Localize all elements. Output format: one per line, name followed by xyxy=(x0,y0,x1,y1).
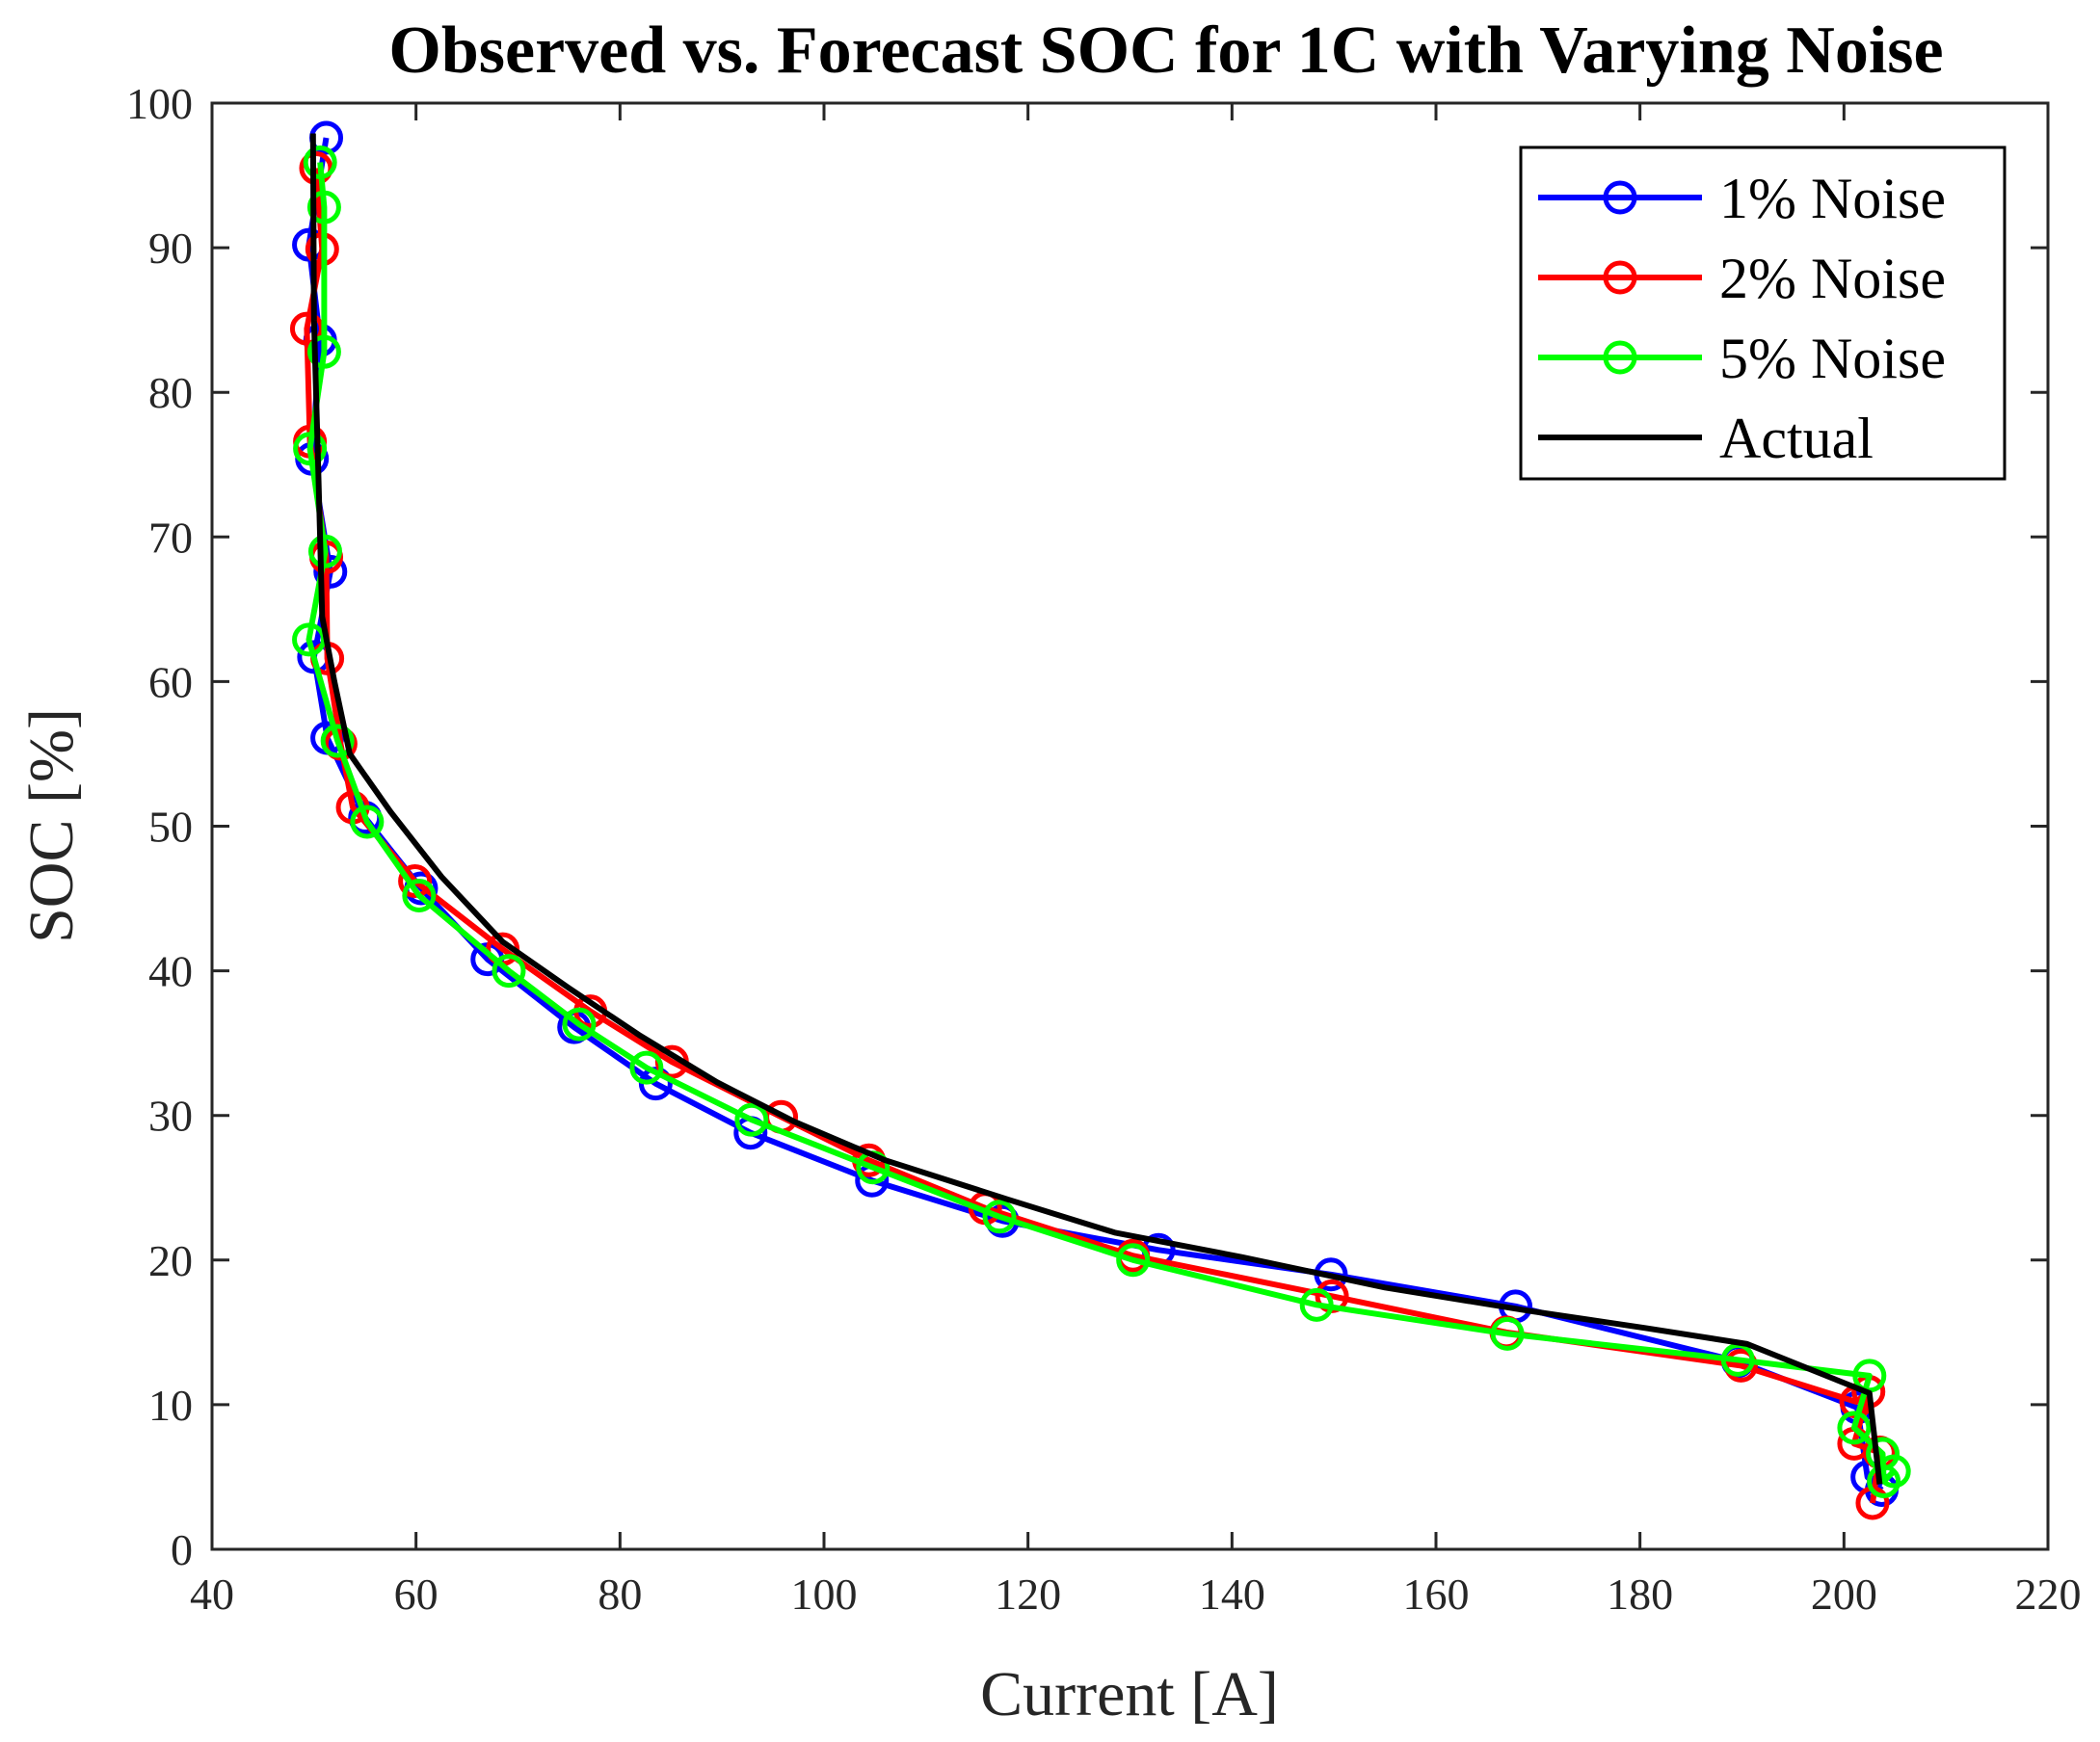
data-point-5pct-noise xyxy=(734,1102,769,1137)
y-tick-label: 90 xyxy=(148,224,193,273)
x-tick-label: 80 xyxy=(598,1570,642,1619)
data-point-5pct-noise xyxy=(492,954,526,989)
data-point-5pct-noise xyxy=(562,1007,597,1042)
x-axis-label: Current [A] xyxy=(980,1659,1279,1729)
x-tick-label: 200 xyxy=(1811,1570,1877,1619)
legend-label-2pct-noise: 2% Noise xyxy=(1719,247,1946,310)
data-point-5pct-noise xyxy=(982,1200,1017,1234)
legend-label-5pct-noise: 5% Noise xyxy=(1719,327,1946,390)
x-tick-label: 40 xyxy=(190,1570,234,1619)
y-tick-label: 20 xyxy=(148,1236,193,1285)
data-point-5pct-noise xyxy=(307,534,342,568)
data-point-2pct-noise xyxy=(323,726,358,761)
x-tick-label: 120 xyxy=(995,1570,1061,1619)
data-point-5pct-noise xyxy=(1490,1316,1525,1351)
data-point-5pct-noise xyxy=(1299,1287,1334,1322)
legend-label-actual: Actual xyxy=(1719,407,1874,470)
axes-box xyxy=(210,101,2050,1551)
x-tick-label: 140 xyxy=(1199,1570,1265,1619)
data-point-5pct-noise xyxy=(1867,1464,1901,1498)
data-point-5pct-noise xyxy=(293,432,328,466)
chart-title: Observed vs. Forecast SOC for 1C with Va… xyxy=(388,13,1943,88)
x-tick-label: 100 xyxy=(791,1570,858,1619)
legend-box xyxy=(1519,145,2007,481)
y-tick-label: 40 xyxy=(148,947,193,996)
y-tick-label: 0 xyxy=(171,1525,193,1574)
legend-label-1pct-noise: 1% Noise xyxy=(1719,167,1946,230)
y-tick-label: 10 xyxy=(148,1381,193,1430)
data-point-1pct-noise xyxy=(313,554,348,589)
data-point-2pct-noise xyxy=(398,864,433,899)
legend-marker-5pct-noise xyxy=(1603,340,1637,375)
data-point-5pct-noise xyxy=(320,724,355,758)
data-point-5pct-noise xyxy=(1837,1411,1872,1445)
x-tick-label: 220 xyxy=(2015,1570,2082,1619)
plot-area xyxy=(289,120,1911,1520)
x-tick-label: 160 xyxy=(1403,1570,1470,1619)
y-tick-label: 80 xyxy=(148,368,193,417)
data-point-5pct-noise xyxy=(350,805,385,839)
legend-marker-2pct-noise xyxy=(1603,260,1637,295)
series-actual xyxy=(309,133,1883,1485)
y-axis-label: SOC [%] xyxy=(16,708,87,943)
legend: 1% Noise 2% Noise 5% Noise Actual xyxy=(1519,145,2007,481)
data-point-5pct-noise xyxy=(629,1050,664,1085)
y-tick-label: 50 xyxy=(148,803,193,852)
x-tick-label: 180 xyxy=(1607,1570,1673,1619)
x-tick-label: 60 xyxy=(394,1570,439,1619)
legend-marker-1pct-noise xyxy=(1603,180,1637,215)
data-point-5pct-noise xyxy=(402,879,437,913)
data-point-5pct-noise xyxy=(303,145,337,180)
series-line-actual xyxy=(309,133,1883,1485)
data-point-5pct-noise xyxy=(292,622,327,657)
y-tick-label: 70 xyxy=(148,513,193,562)
axis-ticks: 40 60 80 100 120 140 160 180 200 220 0 10 20 30 40 50 60… xyxy=(126,79,2082,1619)
data-point-5pct-noise xyxy=(1116,1243,1151,1278)
data-point-5pct-noise xyxy=(306,190,341,224)
y-tick-label: 100 xyxy=(126,79,193,128)
y-tick-label: 30 xyxy=(148,1092,193,1141)
y-tick-label: 60 xyxy=(148,657,193,706)
data-point-5pct-noise xyxy=(306,334,341,369)
